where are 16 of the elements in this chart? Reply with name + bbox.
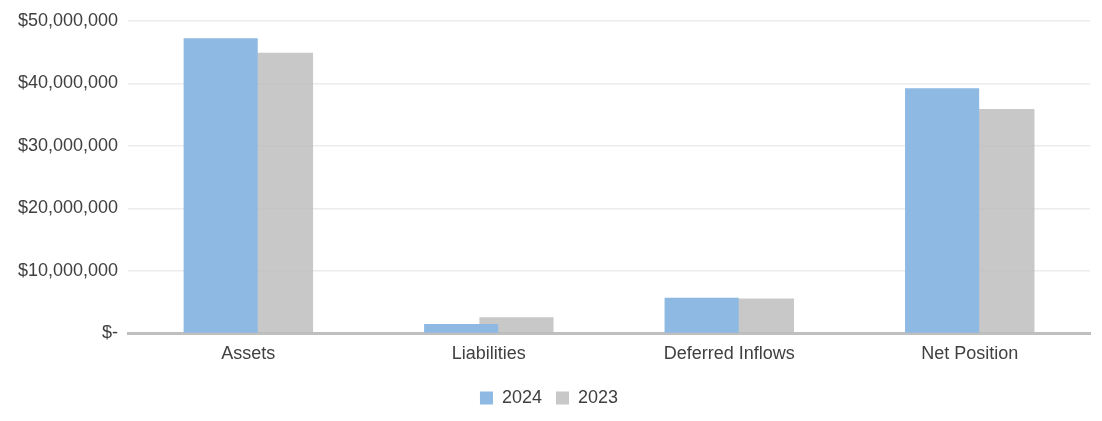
y-tick-label: $50,000,000 <box>17 9 119 30</box>
y-tick-label: $40,000,000 <box>17 72 119 93</box>
x-tick-label: Deferred Inflows <box>663 343 795 364</box>
bar <box>905 88 980 333</box>
y-tick-label: $- <box>102 322 119 343</box>
bar <box>183 38 258 333</box>
x-tick-label: Assets <box>221 343 276 364</box>
x-tick-label: Liabilities <box>451 343 526 364</box>
bar <box>424 324 499 333</box>
x-tick-label: Net Position <box>921 343 1019 364</box>
bar <box>664 297 739 333</box>
legend-label: 2024 <box>501 386 542 407</box>
y-tick-label: $10,000,000 <box>17 259 119 280</box>
legend-label: 2023 <box>578 386 619 407</box>
y-tick-label: $30,000,000 <box>17 134 119 155</box>
y-tick-label: $20,000,000 <box>17 197 119 218</box>
